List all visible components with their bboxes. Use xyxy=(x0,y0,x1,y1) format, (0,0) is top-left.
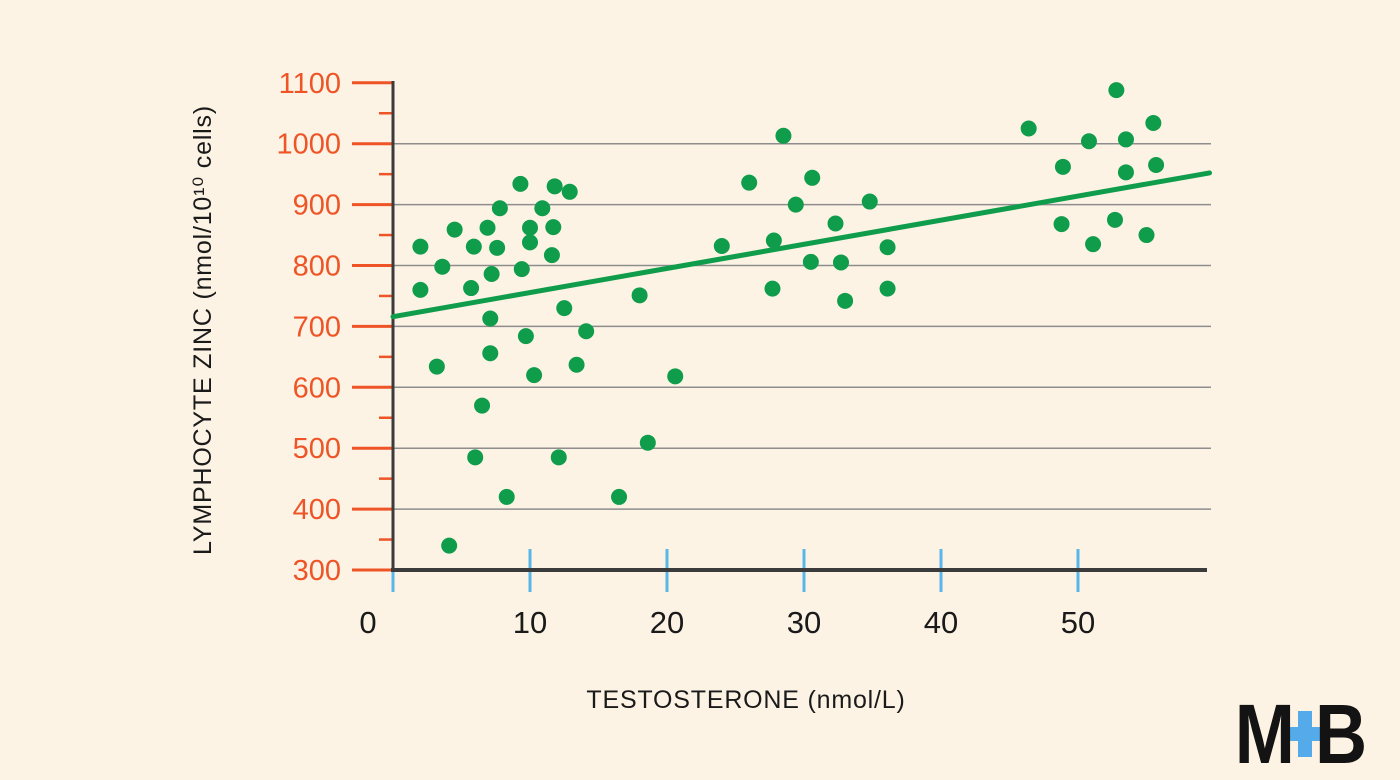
data-point xyxy=(556,300,573,317)
trend-line xyxy=(390,170,1213,320)
data-point xyxy=(465,238,482,255)
medical-plus-icon xyxy=(1286,711,1325,757)
x-tick-label: 40 xyxy=(924,605,958,640)
x-tick-label: 30 xyxy=(787,605,821,640)
data-point xyxy=(639,434,656,451)
data-point xyxy=(1106,211,1123,228)
y-axis-title: LYMPHOCYTE ZINC (nmol/10¹⁰ cells) xyxy=(189,105,217,555)
y-tick-label: 600 xyxy=(293,372,341,404)
data-point xyxy=(804,169,821,186)
data-point xyxy=(1053,216,1070,233)
x-tick-label: 20 xyxy=(650,605,684,640)
data-point xyxy=(1054,158,1071,175)
data-point xyxy=(513,261,530,278)
y-tick-label: 700 xyxy=(293,311,341,343)
y-tick-label: 300 xyxy=(293,555,341,587)
data-point xyxy=(787,196,804,213)
data-point xyxy=(1117,164,1134,181)
data-point xyxy=(861,193,878,210)
mb-logo: M B xyxy=(1225,687,1376,780)
data-point xyxy=(561,183,578,200)
data-point xyxy=(467,449,484,466)
data-point xyxy=(1138,227,1155,244)
data-point xyxy=(534,200,551,217)
data-point xyxy=(482,310,499,327)
data-point xyxy=(578,323,595,340)
logo-letter-b: B xyxy=(1315,687,1368,780)
data-point xyxy=(428,358,445,375)
data-point xyxy=(1145,114,1162,131)
data-point xyxy=(713,238,730,255)
data-point xyxy=(741,174,758,191)
data-point xyxy=(631,287,648,304)
data-point xyxy=(446,221,463,238)
data-point xyxy=(550,449,567,466)
y-tick-label: 1000 xyxy=(276,129,341,161)
data-point xyxy=(879,280,896,297)
y-tick-label: 500 xyxy=(293,433,341,465)
data-point xyxy=(522,234,538,251)
data-point xyxy=(522,219,538,236)
y-tick-label: 400 xyxy=(293,494,341,526)
data-point xyxy=(1085,236,1102,253)
data-point xyxy=(765,232,782,249)
data-point xyxy=(832,254,849,271)
x-tick-label: 10 xyxy=(513,605,547,640)
data-point xyxy=(412,281,429,298)
data-point xyxy=(546,178,563,195)
data-point xyxy=(568,356,585,373)
y-tick-label: 800 xyxy=(293,251,341,283)
data-point xyxy=(526,367,543,384)
data-point xyxy=(879,239,896,256)
data-point xyxy=(489,239,506,256)
data-point xyxy=(463,280,480,297)
x-tick-label: 50 xyxy=(1061,605,1095,640)
data-point xyxy=(1080,133,1097,150)
data-point xyxy=(474,397,491,414)
data-point xyxy=(775,127,792,144)
data-point xyxy=(482,345,499,362)
data-point xyxy=(1020,120,1037,137)
data-point xyxy=(517,328,534,345)
logo-letter-m: M xyxy=(1235,687,1296,780)
data-point xyxy=(412,238,429,255)
data-point xyxy=(764,280,781,297)
data-point xyxy=(498,488,515,505)
data-point xyxy=(1117,131,1134,148)
data-point xyxy=(667,368,684,385)
data-point xyxy=(483,266,500,283)
y-tick-label: 900 xyxy=(293,190,341,222)
data-point xyxy=(543,247,560,264)
data-point xyxy=(545,219,562,236)
data-point xyxy=(491,200,508,217)
data-point xyxy=(802,253,819,270)
data-point xyxy=(434,258,451,275)
x-tick-label: 0 xyxy=(359,605,376,640)
data-point xyxy=(837,292,854,309)
data-point xyxy=(479,219,496,236)
data-point xyxy=(611,488,628,505)
y-tick-label: 1100 xyxy=(279,68,341,100)
data-point xyxy=(827,215,844,232)
data-point xyxy=(441,537,458,554)
x-axis-title: TESTOSTERONE (nmol/L) xyxy=(586,686,906,714)
data-point xyxy=(1148,157,1165,174)
data-point xyxy=(512,175,529,192)
data-point xyxy=(1108,82,1125,99)
medical-plus-shape xyxy=(1286,711,1325,757)
